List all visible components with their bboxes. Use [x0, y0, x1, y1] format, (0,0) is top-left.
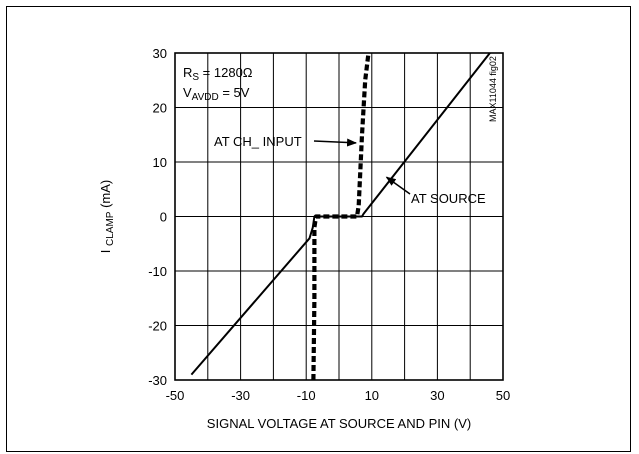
- series-layer: [190, 52, 491, 381]
- y-tick-label: 10: [153, 155, 167, 170]
- annotation-ch-input-arrow: [313, 138, 358, 147]
- x-tick-labels: -50 -30 -10 10 30 50: [166, 388, 511, 403]
- series-line: [311, 52, 371, 381]
- y-tick-label: -20: [148, 319, 167, 334]
- y-tick-label: 30: [153, 46, 167, 61]
- figure-id: MAX11044 fig02: [488, 56, 498, 122]
- annotation-condition: VAVDD = 5V: [183, 85, 250, 103]
- figure-frame: [6, 6, 631, 452]
- y-tick-label: -10: [148, 264, 167, 279]
- x-axis-label: SIGNAL VOLTAGE AT SOURCE AND PIN (V): [207, 416, 471, 431]
- annotation-ch-input: AT CH_ INPUT: [214, 134, 302, 149]
- plot-frame: [174, 52, 504, 381]
- y-tick-label: -30: [148, 373, 167, 388]
- y-tick-label: 20: [153, 101, 167, 116]
- annotation-source: AT SOURCE: [411, 191, 486, 206]
- y-tick-label: 0: [160, 210, 167, 225]
- x-tick-label: -50: [166, 388, 185, 403]
- x-tick-label: 30: [430, 388, 444, 403]
- annotation-condition: RS = 1280Ω: [183, 65, 253, 83]
- y-axis-label-sub: CLAMP: [105, 211, 116, 246]
- x-tick-label: 50: [496, 388, 510, 403]
- x-tick-label: -30: [231, 388, 250, 403]
- y-tick-labels: 30 20 10 0 -10 -20 -30: [148, 46, 167, 388]
- x-tick-label: -10: [297, 388, 316, 403]
- annotation-source-arrow: [385, 176, 411, 195]
- x-tick-label: 10: [365, 388, 379, 403]
- annotations: RS = 1280Ω VAVDD = 5V AT CH_ INPUT AT SOURC…: [183, 65, 486, 206]
- series-line: [190, 52, 491, 376]
- y-axis-label-main: I: [98, 250, 113, 254]
- y-axis-label-unit: (mA): [98, 180, 113, 208]
- y-axis-label: I CLAMP (mA): [98, 180, 116, 254]
